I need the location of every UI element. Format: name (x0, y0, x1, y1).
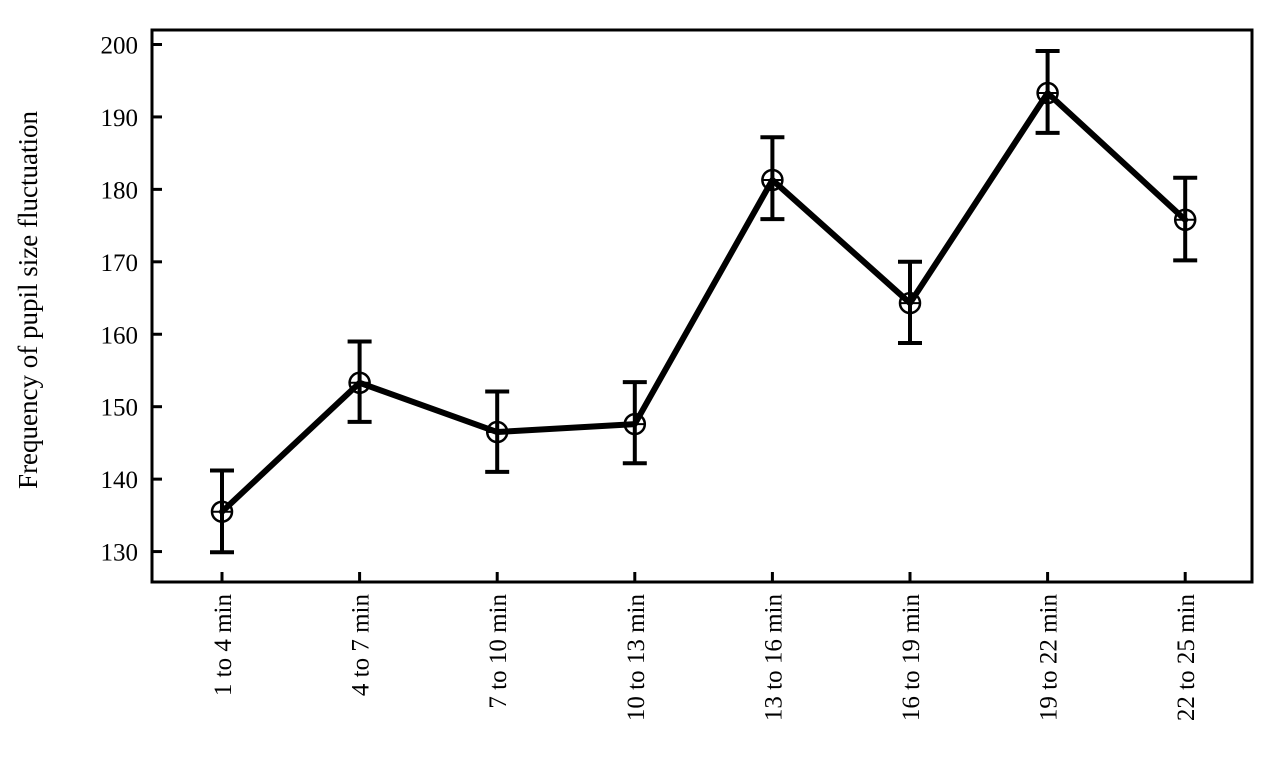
x-tick-label: 7 to 10 min (485, 594, 512, 709)
x-tick-label: 16 to 19 min (898, 594, 925, 722)
y-tick-label: 180 (101, 177, 139, 204)
data-point (485, 420, 509, 444)
y-tick-label: 170 (101, 250, 139, 277)
y-tick-label: 130 (101, 540, 139, 567)
x-tick-label: 1 to 4 min (210, 594, 237, 697)
x-tick-label: 13 to 16 min (760, 594, 787, 722)
data-point (623, 412, 647, 436)
x-tick-label: 10 to 13 min (623, 594, 650, 722)
y-tick-label: 200 (101, 32, 139, 59)
y-axis: 130 140 150 160 170 180 190 200 (101, 32, 162, 567)
x-axis: 1 to 4 min 4 to 7 min 7 to 10 min 10 to 13 … (210, 572, 1200, 721)
data-point (1036, 81, 1059, 105)
data-point (348, 371, 371, 395)
data-point (210, 500, 234, 523)
plot-frame (150, 28, 1254, 584)
y-tick-label: 150 (101, 395, 139, 422)
x-tick-label: 19 to 22 min (1036, 594, 1063, 722)
x-tick-label: 4 to 7 min (348, 594, 375, 697)
y-tick-label: 140 (101, 467, 139, 494)
data-point (1173, 208, 1197, 232)
x-tick-label: 22 to 25 min (1173, 594, 1200, 722)
data-point (761, 168, 784, 192)
series-line (219, 90, 1189, 515)
data-point (898, 291, 922, 315)
y-axis-title: Frequency of pupil size fluctuation (13, 111, 43, 489)
data-markers (210, 81, 1197, 523)
y-tick-label: 190 (101, 105, 139, 132)
y-tick-label: 160 (101, 322, 139, 349)
